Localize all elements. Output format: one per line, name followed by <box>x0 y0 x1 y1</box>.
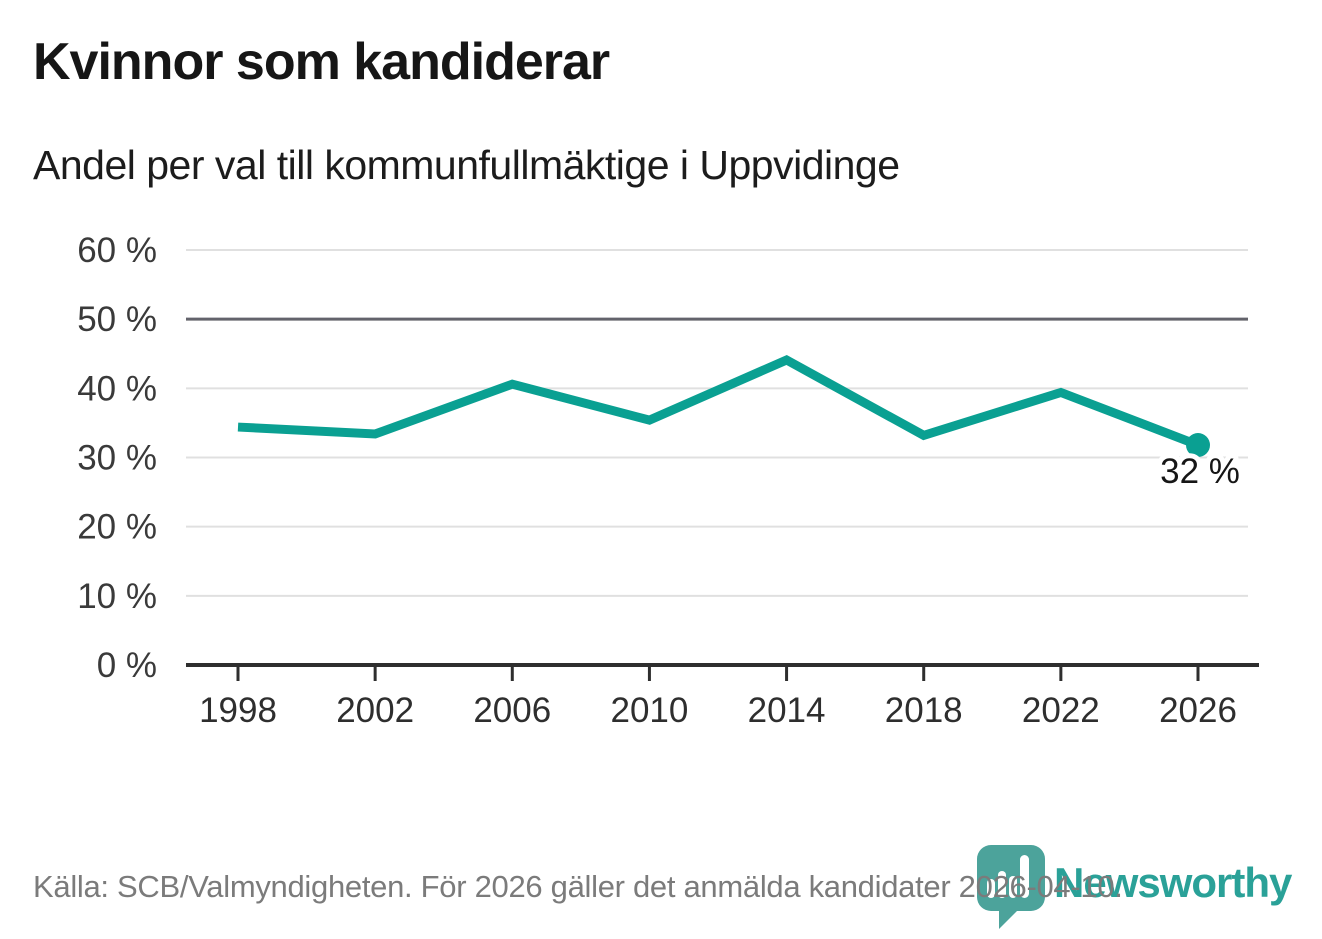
x-axis-label: 2014 <box>748 691 826 730</box>
x-axis-label: 2022 <box>1022 691 1100 730</box>
x-axis-label: 2010 <box>610 691 688 730</box>
pin-bar-1 <box>987 879 995 898</box>
source-note: Källa: SCB/Valmyndigheten. För 2026 gäll… <box>33 869 1123 904</box>
end-point-marker <box>1186 433 1210 458</box>
chart-title: Kvinnor som kandiderar <box>33 33 610 91</box>
x-axis-label: 2018 <box>885 691 963 730</box>
y-axis-label: 10 % <box>77 577 157 616</box>
chart-subtitle: Andel per val till kommunfullmäktige i U… <box>33 142 900 188</box>
y-axis-label: 30 % <box>77 439 157 478</box>
y-axis-label: 0 % <box>97 646 157 685</box>
y-axis-label: 20 % <box>77 508 157 547</box>
x-axis-label: 2006 <box>473 691 551 730</box>
x-axis-label: 1998 <box>199 691 277 730</box>
newsworthy-brand: Newsworthy <box>977 845 1307 935</box>
x-axis-label: 2026 <box>1159 691 1237 730</box>
pin-bar-3 <box>1009 876 1017 898</box>
end-point-label: 32 % <box>1160 452 1240 491</box>
y-axis-label: 60 % <box>77 231 157 270</box>
y-axis-label: 40 % <box>77 369 157 408</box>
pin-bar-4 <box>1020 855 1029 898</box>
y-axis-label: 50 % <box>77 300 157 339</box>
newsworthy-wordmark: Newsworthy <box>1054 859 1292 906</box>
data-line <box>237 354 1200 450</box>
pin-bar-2 <box>998 871 1006 898</box>
newsworthy-pin-icon <box>977 845 1045 929</box>
x-axis-label: 2002 <box>336 691 414 730</box>
